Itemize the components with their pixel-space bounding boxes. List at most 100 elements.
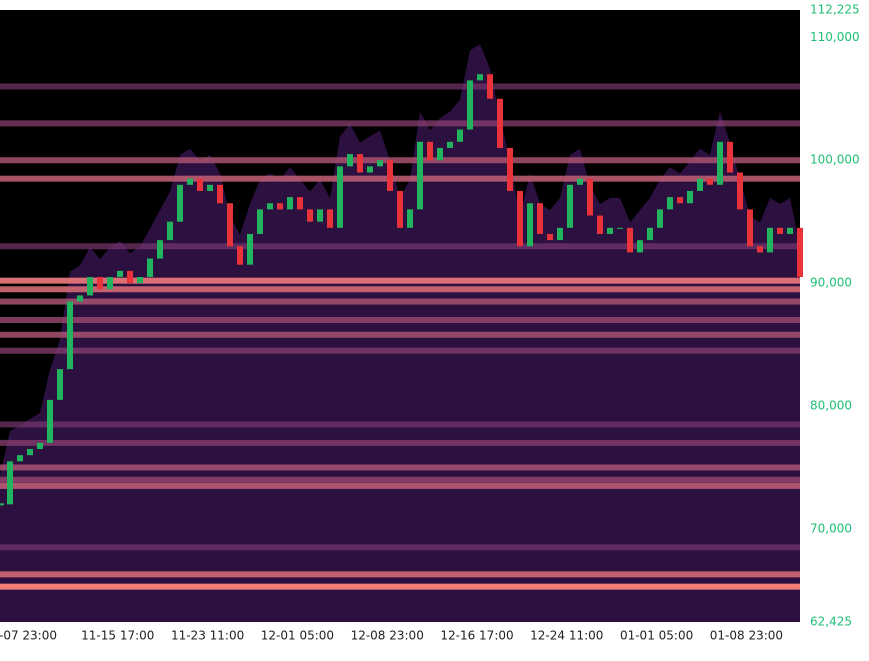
- candle-body: [547, 233, 553, 241]
- candle-body: [607, 227, 613, 234]
- candle-body: [367, 166, 373, 173]
- heat-band: [0, 571, 800, 578]
- candle-body: [527, 203, 533, 247]
- candle-body: [307, 209, 313, 222]
- candle-body: [397, 190, 403, 228]
- heat-band: [0, 583, 800, 590]
- y-tick-label: 80,000: [810, 399, 852, 413]
- candle-body: [57, 369, 63, 400]
- x-tick-label: 01-08 23:00: [710, 629, 783, 643]
- x-tick-label: 11-23 11:00: [171, 629, 244, 643]
- candle-body: [127, 270, 133, 284]
- candle-body: [787, 227, 793, 234]
- heat-band: [0, 243, 800, 250]
- candle-body: [17, 455, 23, 462]
- heat-band: [0, 175, 800, 182]
- candle-body: [517, 190, 523, 247]
- candle-body: [557, 227, 563, 241]
- heat-band: [0, 482, 800, 489]
- candle-body: [297, 197, 303, 210]
- candle-body: [187, 178, 193, 185]
- candle-body: [157, 240, 163, 259]
- y-tick-label: 90,000: [810, 276, 852, 290]
- heat-band: [0, 157, 800, 164]
- candle-body: [167, 221, 173, 241]
- candle-body: [87, 276, 93, 296]
- candle-body: [507, 147, 513, 191]
- candle-body: [597, 215, 603, 234]
- heat-band: [0, 439, 800, 446]
- candle-body: [217, 184, 223, 204]
- candle-body: [687, 190, 693, 204]
- candle-body: [317, 209, 323, 222]
- candle-body: [767, 227, 773, 253]
- candle-body: [117, 270, 123, 277]
- candle-body: [727, 141, 733, 173]
- candle-body: [577, 178, 583, 185]
- x-tick-label: -07 23:00: [0, 629, 57, 643]
- candle-body: [277, 203, 283, 210]
- candle-body: [777, 227, 783, 234]
- candle-body: [467, 80, 473, 130]
- candle-body: [27, 449, 33, 456]
- candle-body: [197, 178, 203, 191]
- candle-body: [337, 166, 343, 228]
- candle-body: [437, 147, 443, 161]
- candle-body: [267, 203, 273, 210]
- x-tick-label: 01-01 05:00: [620, 629, 693, 643]
- candle-body: [697, 178, 703, 191]
- x-tick-label: 11-15 17:00: [81, 629, 154, 643]
- candle-body: [537, 203, 543, 234]
- heat-band: [0, 331, 800, 338]
- candle-body: [67, 301, 73, 370]
- heat-band: [0, 316, 800, 323]
- candle-body: [387, 160, 393, 191]
- x-tick-label: 12-16 17:00: [440, 629, 513, 643]
- y-tick-label: 70,000: [810, 521, 852, 535]
- candle-body: [237, 246, 243, 265]
- candle-body: [477, 74, 483, 81]
- candle-body: [667, 197, 673, 210]
- candle-body: [747, 209, 753, 247]
- candle-body: [227, 203, 233, 247]
- candle-body: [7, 461, 13, 505]
- candle-body: [427, 141, 433, 161]
- candle-body: [257, 209, 263, 234]
- candle-body: [327, 209, 333, 228]
- candle-body: [487, 74, 493, 99]
- candle-body: [587, 178, 593, 216]
- x-tick-label: 12-24 11:00: [530, 629, 603, 643]
- candle-body: [707, 178, 713, 185]
- candle-body: [0, 503, 4, 506]
- candle-body: [77, 295, 83, 302]
- heat-band: [0, 421, 800, 428]
- heat-band: [0, 286, 800, 293]
- y-tick-label: 112,225: [810, 3, 860, 17]
- y-tick-label: 62,425: [810, 615, 852, 629]
- candle-body: [207, 184, 213, 191]
- candle-body: [347, 154, 353, 167]
- candle-body: [457, 129, 463, 142]
- candle-body: [637, 240, 643, 253]
- candle-body: [377, 160, 383, 167]
- heat-band: [0, 347, 800, 354]
- candle-body: [657, 209, 663, 228]
- heat-band: [0, 120, 800, 127]
- candle-body: [627, 227, 633, 253]
- candle-body: [357, 154, 363, 173]
- x-tick-label: 12-01 05:00: [261, 629, 334, 643]
- heat-band: [0, 298, 800, 305]
- candle-body: [647, 227, 653, 241]
- y-tick-label: 110,000: [810, 30, 860, 44]
- candle-body: [737, 172, 743, 210]
- candle-body: [567, 184, 573, 228]
- candle-body: [107, 276, 113, 290]
- candle-body: [137, 276, 143, 284]
- heat-band: [0, 476, 800, 483]
- candle-body: [407, 209, 413, 228]
- heat-band: [0, 544, 800, 551]
- candle-body: [147, 258, 153, 277]
- candle-body: [287, 197, 293, 210]
- candle-body: [497, 98, 503, 148]
